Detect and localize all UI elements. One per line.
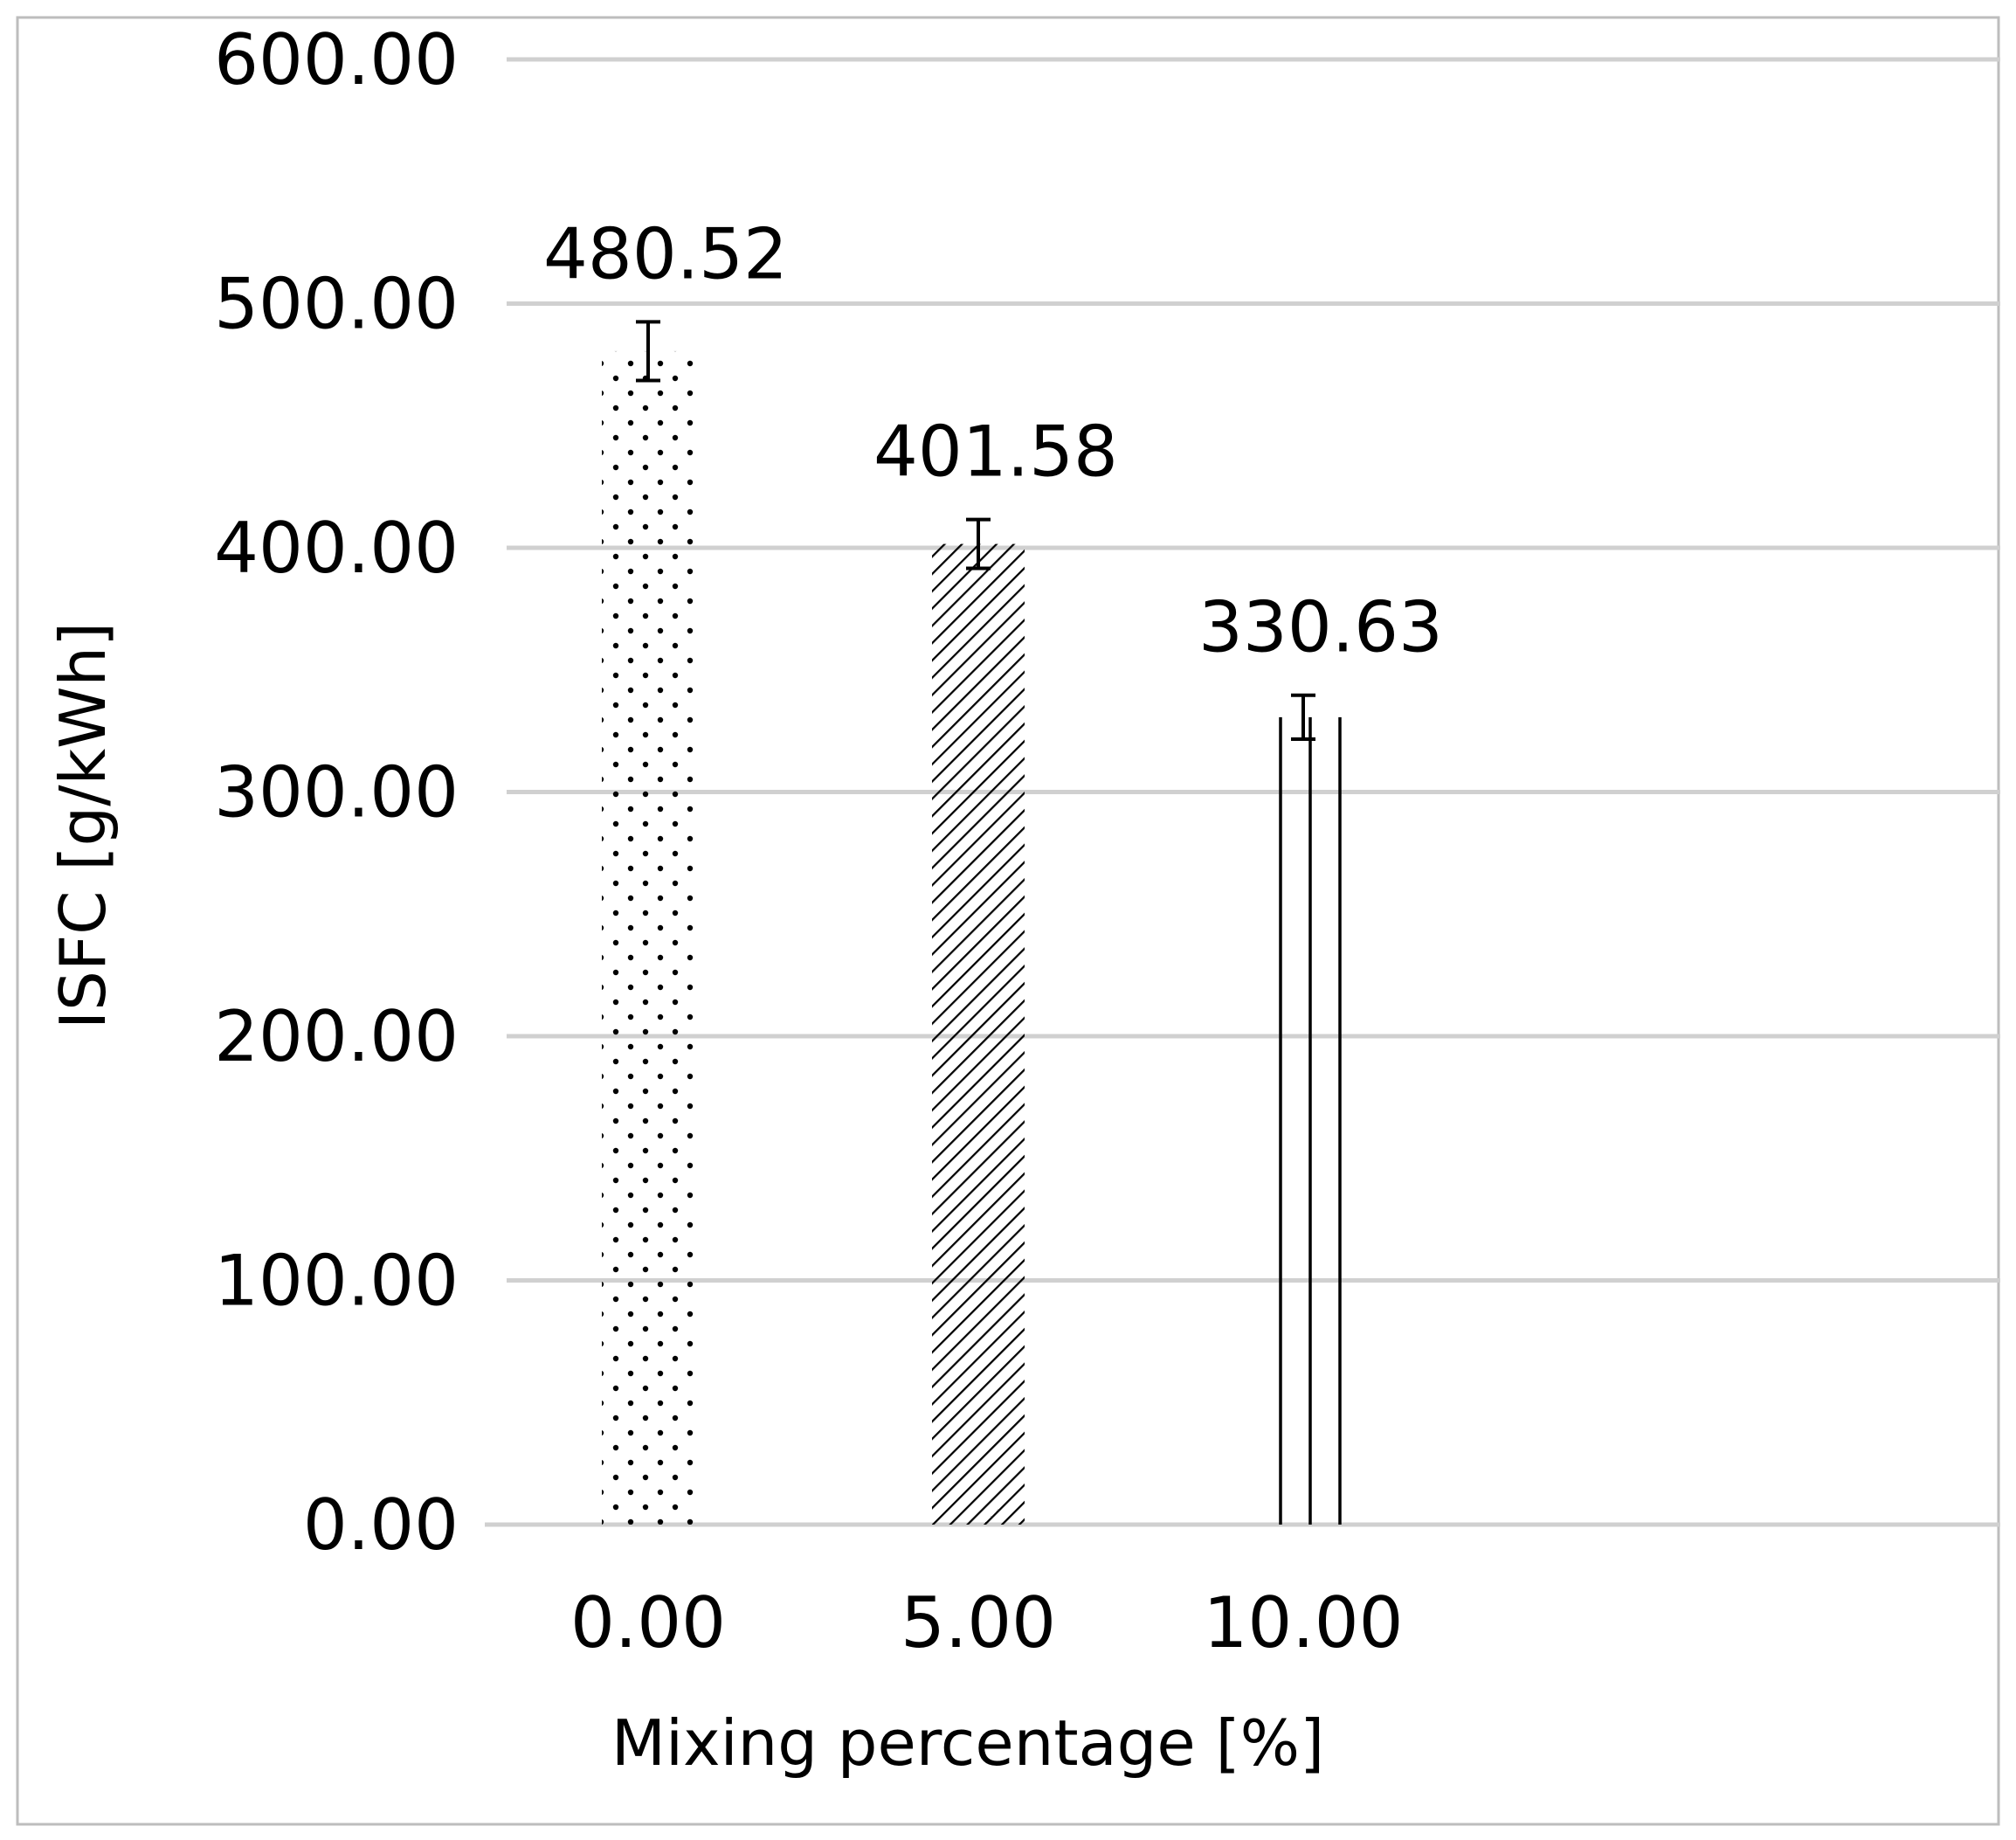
x-axis-title: Mixing percentage [%] bbox=[611, 1706, 1324, 1780]
gridlines bbox=[485, 57, 2000, 1527]
x-tick-label: 10.00 bbox=[1203, 1582, 1403, 1664]
y-tick-label: 400.00 bbox=[214, 508, 459, 589]
y-tick-label: 100.00 bbox=[214, 1241, 459, 1322]
y-tick-label: 0.00 bbox=[303, 1484, 459, 1566]
error-bar bbox=[966, 517, 991, 571]
bar bbox=[1257, 716, 1350, 1525]
y-tick-label: 600.00 bbox=[214, 19, 459, 100]
x-tick-label: 5.00 bbox=[901, 1582, 1056, 1664]
bars bbox=[602, 350, 1350, 1525]
y-tick-label: 500.00 bbox=[214, 264, 459, 345]
data-label: 330.63 bbox=[1198, 587, 1443, 668]
data-label: 401.58 bbox=[873, 412, 1118, 493]
error-bar bbox=[636, 320, 660, 383]
data-labels: 480.52 401.58 330.63 bbox=[543, 213, 1443, 668]
error-bar bbox=[1291, 693, 1315, 742]
error-bars bbox=[636, 320, 1315, 742]
bar bbox=[602, 350, 694, 1525]
y-tick-label: 300.00 bbox=[214, 752, 459, 834]
y-tick-labels: 0.00 100.00 200.00 300.00 400.00 500.00 600.00 bbox=[214, 19, 459, 1566]
y-axis-title: ISFC [g/kWh] bbox=[46, 622, 120, 1029]
y-tick-label: 200.00 bbox=[214, 996, 459, 1077]
data-label: 480.52 bbox=[543, 213, 788, 294]
bar bbox=[932, 543, 1025, 1525]
x-tick-label: 0.00 bbox=[570, 1582, 726, 1664]
x-tick-labels: 0.00 5.00 10.00 bbox=[570, 1582, 1404, 1664]
